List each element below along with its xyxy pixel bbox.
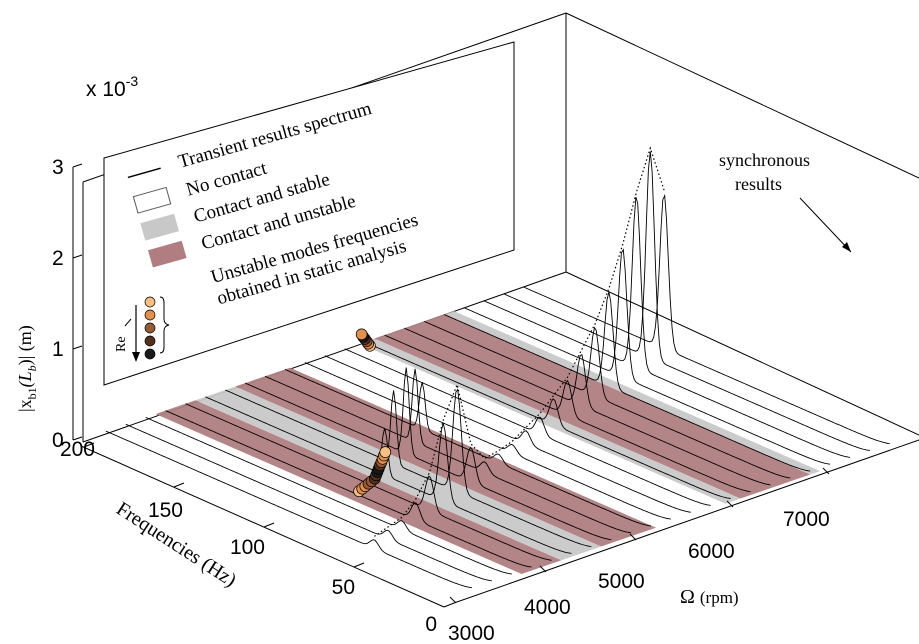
spectrum-slice-7400 xyxy=(523,193,890,445)
legend-swatch-contact-unstable xyxy=(148,240,187,268)
legend-line-swatch xyxy=(127,167,161,179)
legend-down-arrowhead xyxy=(132,352,140,362)
legend-marker-dot-0 xyxy=(144,296,156,308)
spectrum-slice-7200 xyxy=(503,151,870,451)
freq-tick-label-200: 200 xyxy=(60,438,95,461)
freq-tick-label-50: 50 xyxy=(332,576,355,599)
band-contact-stable-4 xyxy=(359,338,741,504)
spectrum-slice-5800 xyxy=(364,341,731,499)
unstable-mode-marker-low-13 xyxy=(379,446,392,458)
spectrum-slice-5400 xyxy=(324,355,691,513)
legend-box xyxy=(103,41,515,386)
band-contact-unstable-5 xyxy=(374,314,811,499)
annotation-line2: results xyxy=(735,174,782,194)
spectrum-slice-4600 xyxy=(245,367,612,541)
legend-swatch-contact-stable xyxy=(140,213,179,241)
omega-tick-7000 xyxy=(822,467,830,475)
band-contact-unstable-2 xyxy=(235,367,656,547)
legend-re-arrow xyxy=(124,318,132,327)
spectrum-slice-6400 xyxy=(424,320,791,479)
back-top-edge-right xyxy=(565,12,919,179)
freq-tick-100 xyxy=(263,522,275,528)
legend-unstable-symbol: Re xyxy=(114,296,170,362)
legend-swatch-no-contact xyxy=(132,186,172,214)
unstable-mode-markers xyxy=(353,328,392,498)
legend-marker-dots xyxy=(144,296,156,360)
spectrum-slice-3400 xyxy=(125,423,492,582)
spectrum-slice-6000 xyxy=(384,334,751,493)
z-tick-label-2: 2 xyxy=(52,247,64,270)
spectrum-slice-6600 xyxy=(444,291,811,472)
z-tick-label-1: 1 xyxy=(52,338,64,361)
z-tick-0 xyxy=(72,436,83,441)
spectrum-slice-7000 xyxy=(483,196,851,458)
omega-tick-6000 xyxy=(726,500,734,508)
spectrum-slice-5200 xyxy=(304,362,671,520)
z-tick-label-0: 0 xyxy=(52,429,64,452)
freq-tick-label-100: 100 xyxy=(230,536,265,559)
omega-tick-label-3000: 3000 xyxy=(448,622,495,644)
freq-tick-label-150: 150 xyxy=(148,499,183,522)
freq-axis-line xyxy=(80,445,445,608)
omega-tick-label-4000: 4000 xyxy=(524,596,571,619)
freq-axis-ticks: 0 50 100 150 200 xyxy=(60,438,455,636)
z-multiplier-exponent: -3 xyxy=(126,73,139,89)
spectrum-slice-5600 xyxy=(344,348,711,506)
freq-tick-0 xyxy=(443,602,455,608)
freq-tick-150 xyxy=(173,482,185,488)
omega-tick-5000 xyxy=(629,533,637,541)
spectrum-slice-6800 xyxy=(463,248,831,465)
annotation-arrowhead xyxy=(842,242,851,252)
freq-tick-50 xyxy=(353,562,365,568)
spectrum-slice-5000 xyxy=(284,368,652,527)
z-multiplier: x 10-3 xyxy=(86,73,138,101)
band-contact-stable-1 xyxy=(195,386,602,561)
spectrum-slice-4400 xyxy=(225,388,592,547)
annotation-arrow xyxy=(799,197,852,253)
z-tick-1 xyxy=(72,345,83,350)
z-tick-3 xyxy=(72,163,83,168)
omega-axis-ticks: 3000 4000 5000 6000 7000 xyxy=(448,467,830,644)
omega-tick-label-7000: 7000 xyxy=(783,508,830,531)
omega-tick-label-5000: 5000 xyxy=(598,570,645,593)
omega-tick-3000 xyxy=(449,596,457,604)
spectrum-slice-4800 xyxy=(264,368,632,534)
omega-axis-line xyxy=(453,439,919,604)
axes xyxy=(72,167,919,608)
z-tick-label-3: 3 xyxy=(52,156,64,179)
legend-marker-dot-2 xyxy=(144,322,156,334)
omega-axis-label: Ω (rpm) xyxy=(680,586,739,608)
floor-right-edge xyxy=(565,271,919,436)
freq-tick-200 xyxy=(83,442,95,448)
omega-tick-label-6000: 6000 xyxy=(688,540,735,563)
omega-tick-4000 xyxy=(539,565,547,573)
legend: Transient results spectrum No contact Co… xyxy=(103,41,515,386)
z-axis-ticks: 0 1 2 3 xyxy=(52,156,83,452)
legend-marker-dot-4 xyxy=(144,348,156,360)
unstable-mode-marker-high-5 xyxy=(355,328,368,341)
spectrum-slice-3600 xyxy=(145,416,512,575)
legend-brace xyxy=(159,296,170,354)
legend-marker-dot-1 xyxy=(144,309,156,321)
spectrum-slice-3800 xyxy=(165,410,532,568)
z-axis-label: |xb1(Lb)| (m) xyxy=(15,325,39,412)
synchronous-annotation: synchronous results xyxy=(719,150,852,253)
legend-marker-dot-3 xyxy=(144,335,156,347)
spectrum-slice-6200 xyxy=(404,327,771,486)
freq-tick-label-0: 0 xyxy=(425,613,437,636)
band-contact-stable-6 xyxy=(444,311,821,475)
legend-re-label: Re xyxy=(114,336,129,352)
z-tick-2 xyxy=(72,254,83,259)
spectrum-slice-3200 xyxy=(105,430,472,589)
annotation-line1: synchronous xyxy=(719,150,810,170)
